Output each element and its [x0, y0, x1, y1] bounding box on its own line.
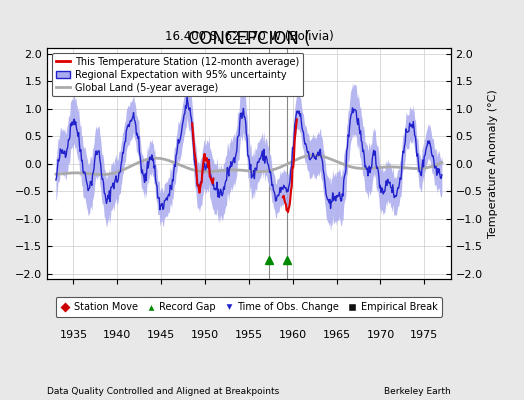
Text: 1970: 1970 [366, 330, 395, 340]
Text: 1975: 1975 [410, 330, 439, 340]
Text: 1945: 1945 [147, 330, 176, 340]
Text: 16.400 S, 62.170 W (Bolivia): 16.400 S, 62.170 W (Bolivia) [165, 30, 333, 43]
Text: Berkeley Earth: Berkeley Earth [384, 387, 451, 396]
Text: 1935: 1935 [59, 330, 88, 340]
Text: 1955: 1955 [235, 330, 263, 340]
Text: 1940: 1940 [103, 330, 132, 340]
Text: Data Quality Controlled and Aligned at Breakpoints: Data Quality Controlled and Aligned at B… [47, 387, 279, 396]
Text: 1960: 1960 [279, 330, 307, 340]
Legend: This Temperature Station (12-month average), Regional Expectation with 95% uncer: This Temperature Station (12-month avera… [52, 53, 303, 96]
Title: CONCEPCION (: CONCEPCION ( [188, 30, 310, 48]
Text: 1965: 1965 [323, 330, 351, 340]
Text: 1950: 1950 [191, 330, 219, 340]
Legend: Station Move, Record Gap, Time of Obs. Change, Empirical Break: Station Move, Record Gap, Time of Obs. C… [56, 297, 442, 317]
Y-axis label: Temperature Anomaly (°C): Temperature Anomaly (°C) [488, 89, 498, 238]
